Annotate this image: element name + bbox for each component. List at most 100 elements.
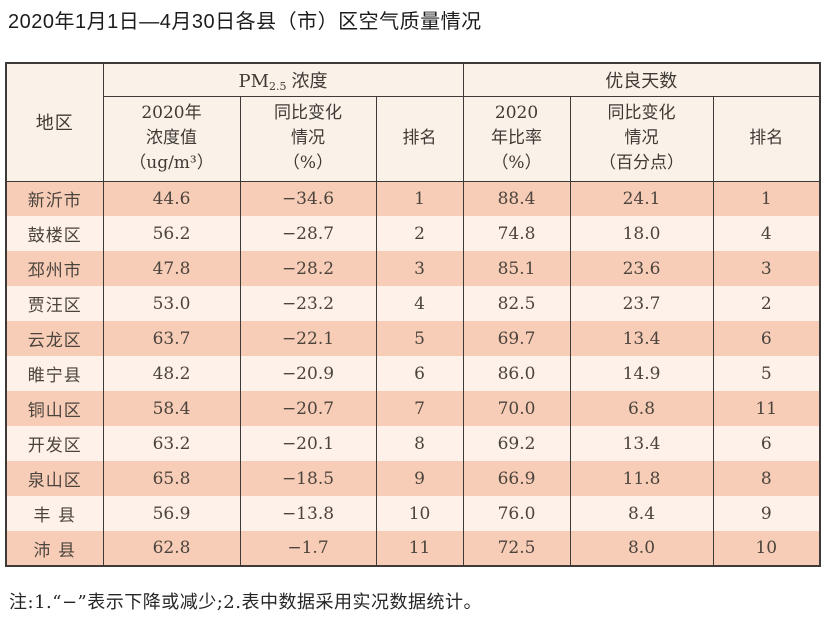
value-cell: 13.4	[569, 426, 714, 461]
rank-cell: 9	[712, 496, 821, 531]
value-cell: 44.6	[102, 181, 241, 216]
column-header-pm-value: 2020年 浓度值 （ug/m³）	[102, 96, 241, 182]
table-row: 铜山区 58.4 −20.7 7 70.0 6.8 11	[5, 391, 821, 426]
region-cell: 泉山区	[5, 461, 104, 496]
pm25-label-subscript: 2.5	[269, 79, 287, 93]
rank-cell: 5	[375, 321, 464, 356]
value-cell: 86.0	[462, 356, 571, 391]
rank-cell: 4	[375, 286, 464, 321]
region-cell: 沛 县	[5, 531, 104, 566]
value-cell: 76.0	[462, 496, 571, 531]
value-cell: 88.4	[462, 181, 571, 216]
value-cell: −20.9	[239, 356, 377, 391]
value-cell: 56.9	[102, 496, 241, 531]
value-cell: 82.5	[462, 286, 571, 321]
table-row: 沛 县 62.8 −1.7 11 72.5 8.0 10	[5, 531, 821, 566]
value-cell: 74.8	[462, 216, 571, 251]
column-header-gd-rank: 排名	[712, 96, 821, 182]
rank-cell: 7	[375, 391, 464, 426]
rank-cell: 2	[375, 216, 464, 251]
value-cell: 18.0	[569, 216, 714, 251]
value-cell: 69.7	[462, 321, 571, 356]
rank-cell: 10	[712, 531, 821, 566]
value-cell: −28.7	[239, 216, 377, 251]
rank-cell: 5	[712, 356, 821, 391]
table-body: 新沂市 44.6 −34.6 1 88.4 24.1 1 鼓楼区 56.2 −28.7 2 74.8 1…	[5, 181, 821, 566]
rank-cell: 3	[712, 251, 821, 286]
value-cell: −23.2	[239, 286, 377, 321]
page-title: 2020年1月1日—4月30日各县（市）区空气质量情况	[8, 11, 482, 33]
value-cell: 11.8	[569, 461, 714, 496]
rank-cell: 8	[375, 426, 464, 461]
rank-cell: 6	[712, 321, 821, 356]
header-sub-row: 2020年 浓度值 （ug/m³） 同比变化 情况 （%） 排名 2020 年比…	[6, 96, 821, 182]
value-cell: 63.2	[102, 426, 241, 461]
table-row: 睢宁县 48.2 −20.9 6 86.0 14.9 5	[5, 356, 821, 391]
table-row: 开发区 63.2 −20.1 8 69.2 13.4 6	[5, 426, 821, 461]
column-header-region: 地区	[5, 63, 104, 182]
value-cell: −34.6	[239, 181, 377, 216]
value-cell: 56.2	[102, 216, 241, 251]
value-cell: −1.7	[239, 531, 377, 566]
table-row: 贾汪区 53.0 −23.2 4 82.5 23.7 2	[5, 286, 821, 321]
rank-cell: 8	[712, 461, 821, 496]
value-cell: −18.5	[239, 461, 377, 496]
air-quality-table: 地区 PM2.5 浓度 优良天数 2020年 浓度值 （ug/m³） 同比变化 情…	[5, 62, 822, 567]
table-row: 泉山区 65.8 −18.5 9 66.9 11.8 8	[5, 461, 821, 496]
rank-cell: 10	[375, 496, 464, 531]
value-cell: 24.1	[569, 181, 714, 216]
column-group-good-days: 优良天数	[462, 63, 821, 97]
value-cell: 65.8	[102, 461, 241, 496]
value-cell: 62.8	[102, 531, 241, 566]
column-header-pm-rank: 排名	[375, 96, 464, 182]
rank-cell: 1	[375, 181, 464, 216]
column-header-pm-change: 同比变化 情况 （%）	[239, 96, 377, 182]
value-cell: 8.4	[569, 496, 714, 531]
value-cell: 85.1	[462, 251, 571, 286]
region-cell: 邳州市	[5, 251, 104, 286]
value-cell: 47.8	[102, 251, 241, 286]
value-cell: 58.4	[102, 391, 241, 426]
value-cell: 66.9	[462, 461, 571, 496]
header-group-row: 地区 PM2.5 浓度 优良天数	[5, 63, 821, 182]
rank-cell: 11	[712, 391, 821, 426]
value-cell: −20.1	[239, 426, 377, 461]
value-cell: −28.2	[239, 251, 377, 286]
rank-cell: 1	[712, 181, 821, 216]
column-header-gd-change: 同比变化 情况 （百分点）	[569, 96, 714, 182]
pm25-label-prefix: PM	[238, 70, 270, 92]
value-cell: 23.7	[569, 286, 714, 321]
region-cell: 丰 县	[5, 496, 104, 531]
region-cell: 云龙区	[5, 321, 104, 356]
table-row: 邳州市 47.8 −28.2 3 85.1 23.6 3	[5, 251, 821, 286]
rank-cell: 6	[712, 426, 821, 461]
value-cell: 23.6	[569, 251, 714, 286]
value-cell: 53.0	[102, 286, 241, 321]
rank-cell: 3	[375, 251, 464, 286]
region-cell: 睢宁县	[5, 356, 104, 391]
region-cell: 铜山区	[5, 391, 104, 426]
rank-cell: 2	[712, 286, 821, 321]
value-cell: 63.7	[102, 321, 241, 356]
column-group-pm25: PM2.5 浓度	[102, 63, 464, 97]
table-row: 云龙区 63.7 −22.1 5 69.7 13.4 6	[5, 321, 821, 356]
region-cell: 新沂市	[5, 181, 104, 216]
table-row: 丰 县 56.9 −13.8 10 76.0 8.4 9	[5, 496, 821, 531]
value-cell: −20.7	[239, 391, 377, 426]
value-cell: 70.0	[462, 391, 571, 426]
column-header-gd-ratio: 2020 年比率 （%）	[462, 96, 571, 182]
pm25-label-suffix: 浓度	[291, 70, 328, 92]
table-row: 鼓楼区 56.2 −28.7 2 74.8 18.0 4	[5, 216, 821, 251]
region-cell: 鼓楼区	[5, 216, 104, 251]
region-cell: 贾汪区	[5, 286, 104, 321]
value-cell: 8.0	[569, 531, 714, 566]
rank-cell: 11	[375, 531, 464, 566]
value-cell: −22.1	[239, 321, 377, 356]
table-row: 新沂市 44.6 −34.6 1 88.4 24.1 1	[5, 181, 821, 216]
rank-cell: 4	[712, 216, 821, 251]
value-cell: −13.8	[239, 496, 377, 531]
value-cell: 69.2	[462, 426, 571, 461]
value-cell: 13.4	[569, 321, 714, 356]
value-cell: 48.2	[102, 356, 241, 391]
rank-cell: 6	[375, 356, 464, 391]
